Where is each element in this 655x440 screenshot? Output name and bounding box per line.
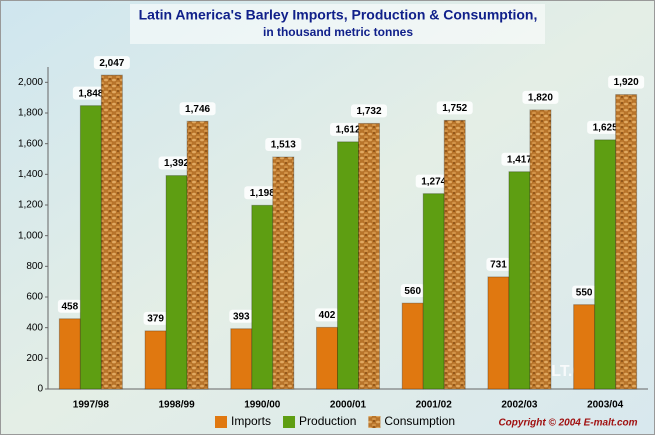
x-tick-label: 1997/98 <box>73 400 110 411</box>
value-label: 1,920 <box>614 77 639 88</box>
y-tick-label: 1,800 <box>18 108 43 119</box>
value-label: 560 <box>404 286 421 297</box>
y-tick-label: 2,000 <box>18 77 43 88</box>
bar <box>401 302 424 390</box>
x-tick-label: 1990/00 <box>244 400 281 411</box>
bar <box>358 122 380 390</box>
bar <box>594 139 617 390</box>
x-tick-label: 2002/03 <box>501 400 538 411</box>
y-tick-label: 0 <box>37 384 43 395</box>
legend-swatch <box>283 416 296 428</box>
bar <box>144 330 167 390</box>
value-label-box <box>587 120 624 134</box>
value-label-box <box>572 285 597 299</box>
value-label: 1,513 <box>271 140 296 151</box>
chart-subtitle: in thousand metric tonnes <box>263 25 413 39</box>
bar <box>422 193 445 390</box>
y-tick-label: 800 <box>26 261 43 272</box>
value-label-box <box>72 86 109 100</box>
value-label-box <box>501 152 538 166</box>
value-label: 1,820 <box>528 93 553 104</box>
value-label: 2,047 <box>99 58 124 69</box>
bar <box>251 204 274 390</box>
y-tick-label: 1,200 <box>18 200 43 211</box>
y-tick-label: 200 <box>26 353 43 364</box>
bar <box>58 318 81 390</box>
value-label: 1,625 <box>593 122 618 133</box>
value-label: 1,274 <box>421 176 446 187</box>
y-tick-label: 400 <box>26 322 43 333</box>
x-tick-label: 1998/99 <box>158 400 195 411</box>
value-label-box <box>400 284 425 298</box>
legend-label: Consumption <box>384 414 455 428</box>
legend-label: Production <box>299 414 356 428</box>
value-label-box <box>158 156 195 170</box>
bar <box>337 141 359 390</box>
value-label: 1,198 <box>250 188 275 199</box>
value-label-box <box>436 101 473 115</box>
bar <box>165 175 188 390</box>
value-label-box <box>330 122 366 136</box>
value-label-box <box>244 186 281 200</box>
value-label-box <box>486 257 511 271</box>
bar <box>79 105 102 390</box>
value-label: 379 <box>147 314 164 325</box>
bar <box>316 326 338 390</box>
value-label: 1,392 <box>164 158 189 169</box>
chart-title: Latin America's Barley Imports, Producti… <box>139 7 538 23</box>
x-tick-label: 2000/01 <box>330 400 367 411</box>
value-label-box <box>351 104 387 118</box>
value-label: 393 <box>233 311 250 322</box>
bar <box>529 109 552 390</box>
bar <box>508 171 531 390</box>
bar <box>230 328 253 390</box>
copyright: Copyright © 2004 E-malt.com <box>498 418 637 429</box>
x-tick-label: 2003/04 <box>587 400 624 411</box>
value-label: 1,417 <box>507 154 532 165</box>
legend-swatch <box>215 416 227 428</box>
value-label: 731 <box>490 260 507 271</box>
value-label: 1,732 <box>356 106 381 117</box>
value-label-box <box>265 138 302 152</box>
bar <box>272 156 295 390</box>
value-label: 1,746 <box>185 104 210 115</box>
value-label-box <box>522 90 559 104</box>
value-label-box <box>608 75 645 89</box>
bar <box>615 94 638 390</box>
value-label: 1,848 <box>78 88 103 99</box>
value-label: 402 <box>319 310 336 321</box>
bar <box>573 304 596 390</box>
bar <box>186 120 209 390</box>
y-tick-label: 1,600 <box>18 138 43 149</box>
value-label-box <box>179 102 216 116</box>
value-label: 1,752 <box>442 103 467 114</box>
value-label-box <box>315 308 339 322</box>
x-tick-label: 2001/02 <box>416 400 453 411</box>
value-label-box <box>57 299 82 313</box>
value-label-box <box>143 311 168 325</box>
legend-swatch <box>368 416 381 428</box>
value-label: 1,612 <box>335 124 360 135</box>
value-label-box <box>93 56 130 70</box>
bar <box>487 276 510 390</box>
value-label: 550 <box>576 287 593 298</box>
value-label: 458 <box>62 301 79 312</box>
y-tick-label: 1,000 <box>18 230 43 241</box>
value-label-box <box>415 174 452 188</box>
y-tick-label: 600 <box>26 292 43 303</box>
value-label-box <box>229 309 254 323</box>
title-box <box>130 4 545 44</box>
legend-label: Imports <box>231 414 271 428</box>
y-tick-label: 1,400 <box>18 169 43 180</box>
bar <box>443 119 466 390</box>
bar <box>100 74 123 390</box>
